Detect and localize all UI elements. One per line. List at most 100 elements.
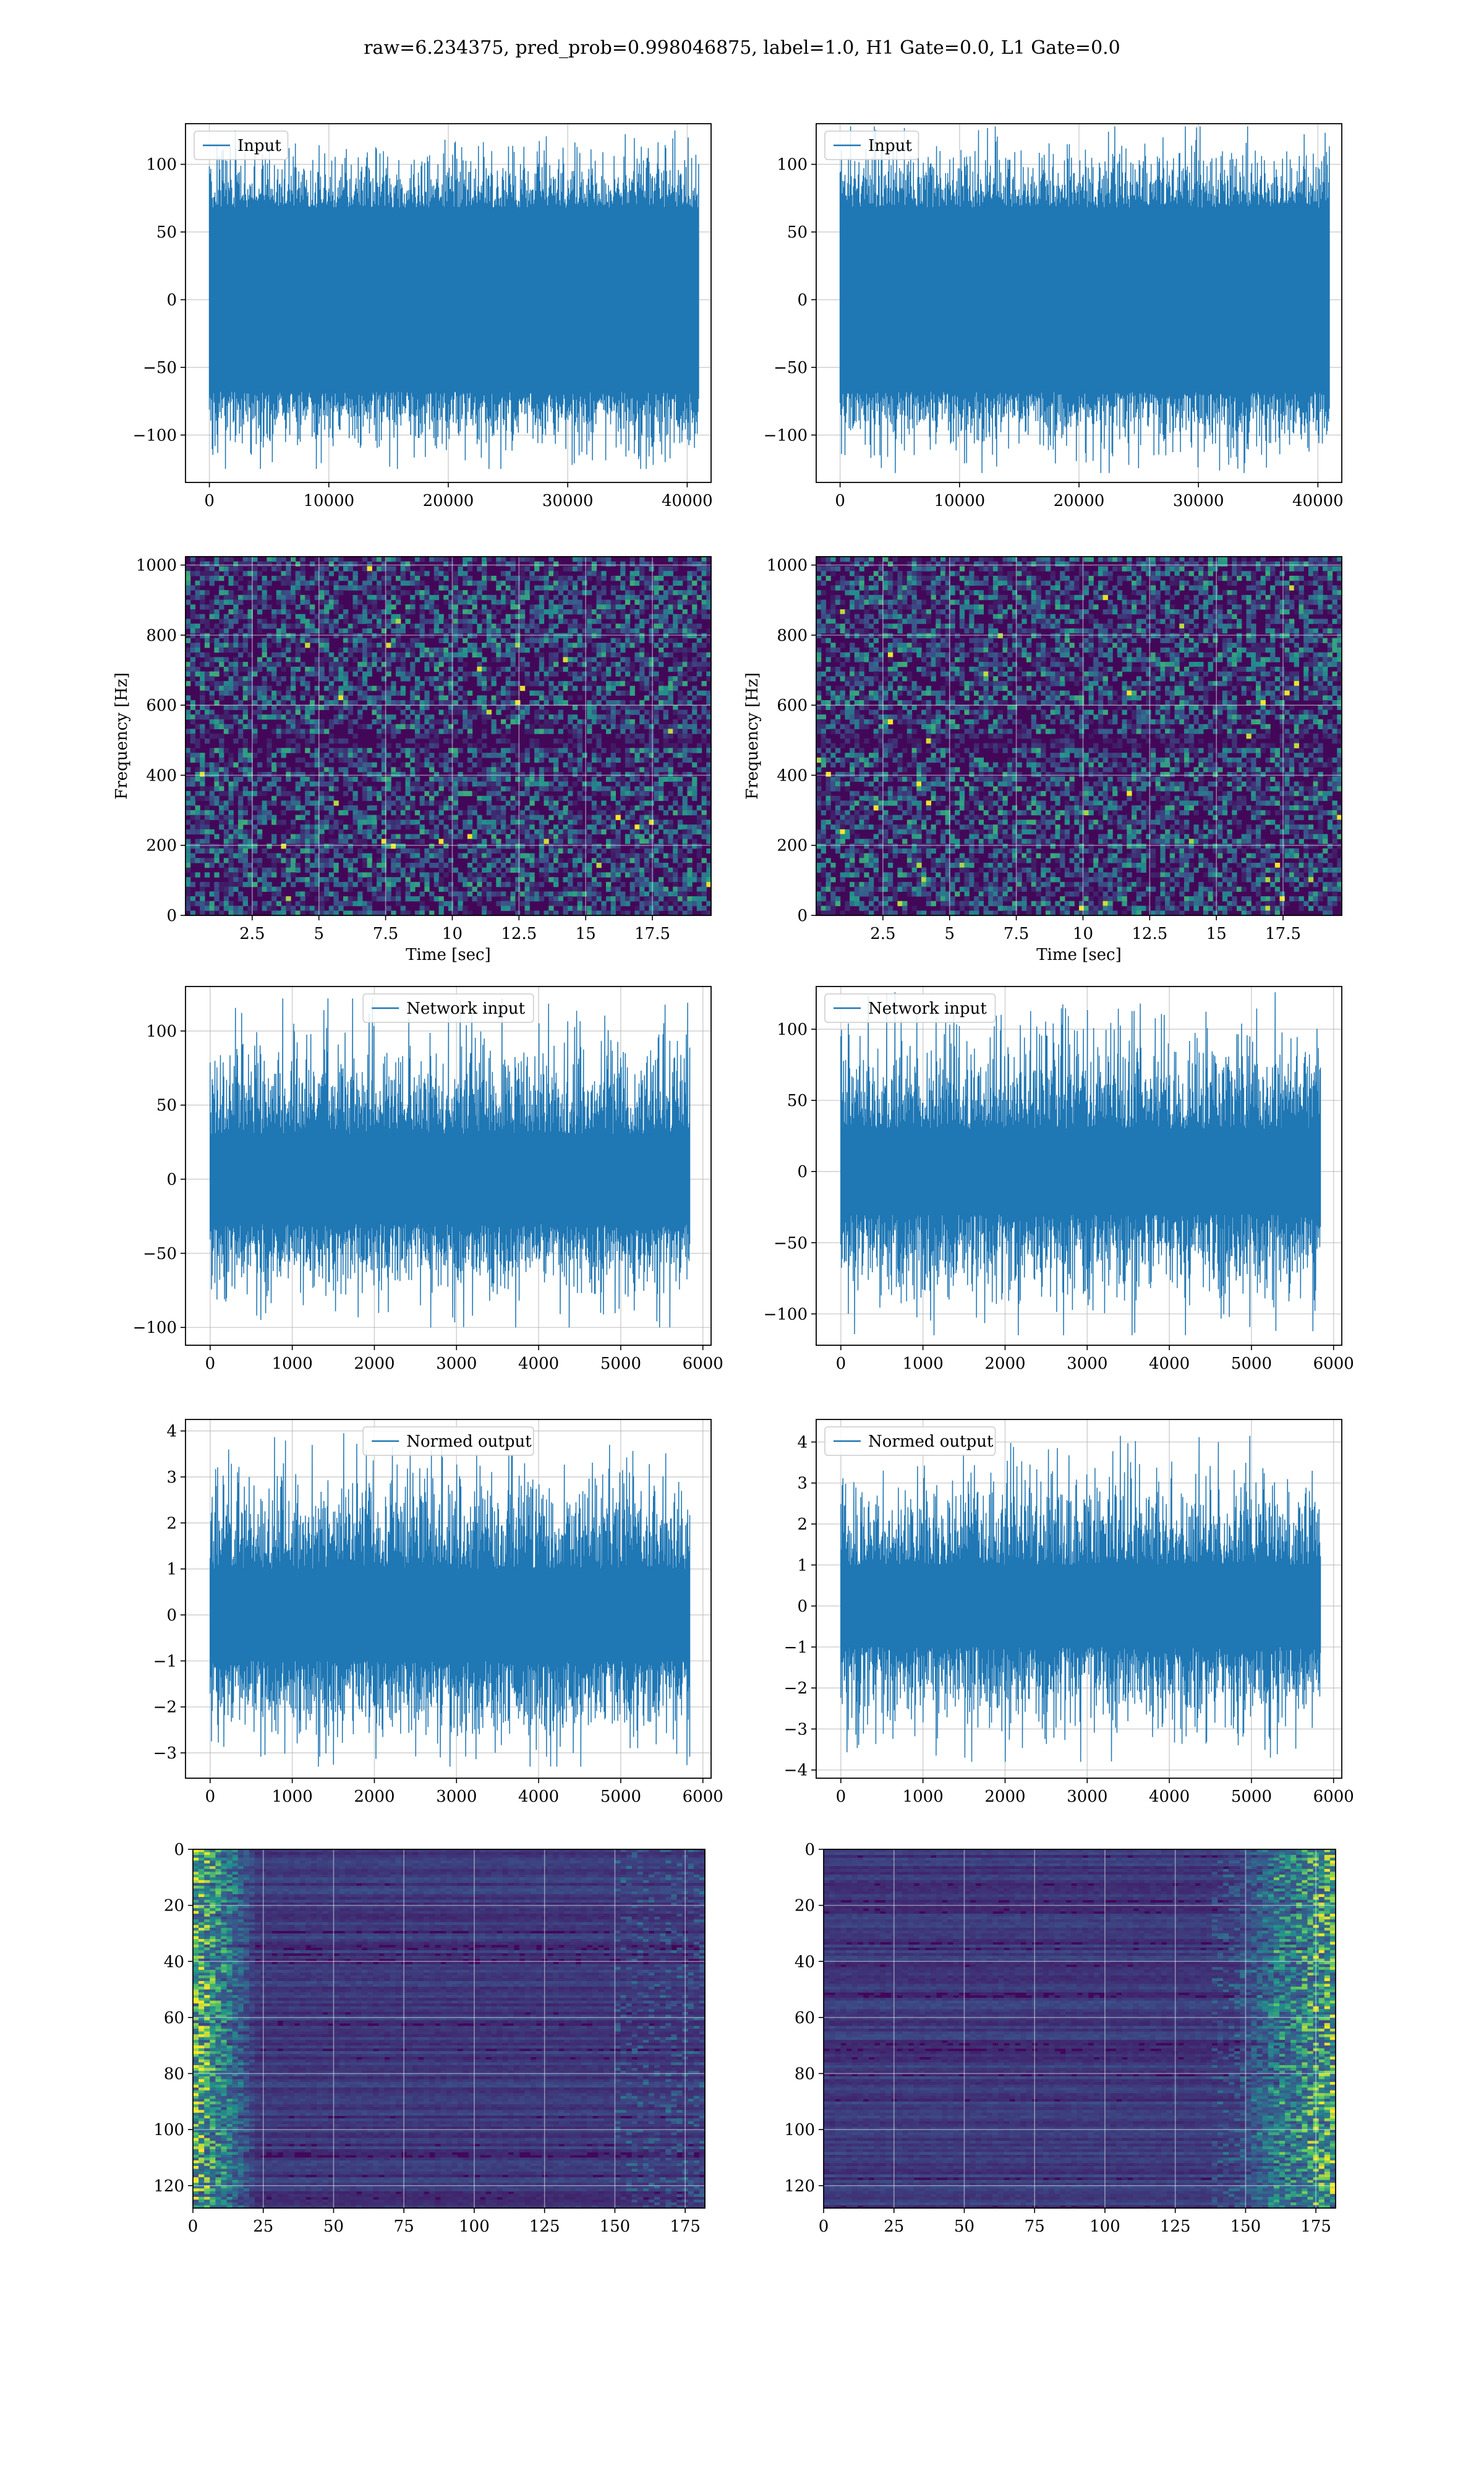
heatmap-cell [276, 567, 281, 571]
heatmap-cell [663, 710, 668, 715]
heatmap-cell [582, 686, 587, 691]
heatmap-cell [702, 571, 707, 576]
heatmap-cell [525, 719, 530, 724]
heatmap-cell [229, 667, 234, 672]
heatmap-cell [482, 562, 487, 567]
heatmap-cell [630, 604, 635, 609]
heatmap-cell [233, 633, 238, 638]
heatmap-cell [687, 600, 692, 605]
heatmap-cell [553, 581, 558, 586]
heatmap-cell [578, 695, 582, 700]
heatmap-cell [506, 648, 511, 653]
heatmap-cell [348, 633, 353, 638]
heatmap-cell [492, 753, 497, 758]
heatmap-cell [630, 581, 635, 586]
heatmap-cell [377, 734, 382, 738]
heatmap-cell [687, 714, 692, 719]
heatmap-cell [573, 676, 578, 681]
heatmap-cell [410, 576, 415, 581]
heatmap-cell [463, 619, 467, 624]
heatmap-cell [511, 714, 516, 719]
heatmap-cell [357, 667, 362, 672]
heatmap-cell [582, 633, 587, 638]
heatmap-cell [252, 686, 257, 691]
heatmap-cell [362, 691, 367, 696]
heatmap-cell [439, 719, 444, 724]
heatmap-cell [482, 585, 487, 590]
heatmap-cell [539, 729, 544, 734]
heatmap-cell [534, 719, 539, 724]
heatmap-cell [406, 567, 411, 571]
heatmap-cell [281, 600, 286, 605]
heatmap-cell [692, 628, 697, 633]
heatmap-cell [558, 581, 563, 586]
heatmap-cell [310, 672, 315, 677]
heatmap-cell [291, 714, 296, 719]
heatmap-cell [644, 686, 649, 691]
heatmap-cell [367, 643, 372, 648]
heatmap-cell [515, 623, 520, 628]
heatmap-cell [329, 738, 334, 743]
heatmap-cell [233, 609, 238, 614]
heatmap-cell [396, 600, 401, 605]
heatmap-cell [606, 643, 611, 648]
heatmap-cell [606, 600, 611, 605]
heatmap-cell [190, 753, 195, 758]
heatmap-cell [195, 653, 200, 657]
heatmap-cell [529, 557, 534, 562]
heatmap-cell [477, 662, 482, 667]
heatmap-cell [219, 657, 224, 662]
heatmap-cell [592, 567, 597, 571]
heatmap-cell [334, 719, 339, 724]
heatmap-cell [634, 753, 639, 758]
heatmap-cell [324, 643, 329, 648]
heatmap-cell [611, 619, 616, 624]
heatmap-cell [262, 600, 267, 605]
heatmap-cell [443, 628, 448, 633]
heatmap-cell [443, 595, 448, 600]
heatmap-cell [271, 691, 276, 696]
heatmap-cell [424, 734, 429, 738]
heatmap-cell [515, 576, 520, 581]
y-tick-label: −100 [764, 426, 808, 445]
heatmap-cell [463, 710, 467, 715]
heatmap-cell [229, 686, 234, 691]
heatmap-cell [348, 753, 353, 758]
heatmap-cell [424, 595, 429, 600]
heatmap-cell [443, 710, 448, 715]
heatmap-cell [525, 648, 530, 653]
heatmap-cell [214, 667, 219, 672]
heatmap-cell [453, 581, 458, 586]
heatmap-cell [534, 710, 539, 715]
heatmap-cell [616, 748, 621, 753]
heatmap-cell [367, 638, 372, 643]
heatmap-cell [501, 753, 506, 758]
heatmap-cell [357, 758, 362, 763]
heatmap-cell [200, 614, 205, 619]
heatmap-cell [668, 724, 673, 729]
heatmap-cell [415, 729, 420, 734]
heatmap-cell [687, 738, 692, 743]
heatmap-cell [525, 590, 530, 595]
heatmap-cell [702, 585, 707, 590]
heatmap-cell [224, 648, 229, 653]
heatmap-cell [439, 648, 444, 653]
heatmap-cell [343, 619, 348, 624]
heatmap-cell [573, 643, 578, 648]
heatmap-cell [520, 648, 525, 653]
heatmap-cell [310, 724, 315, 729]
heatmap-cell [267, 758, 271, 763]
heatmap-cell [573, 595, 578, 600]
heatmap-cell [357, 585, 362, 590]
heatmap-cell [391, 724, 396, 729]
heatmap-cell [310, 585, 315, 590]
heatmap-cell [692, 686, 697, 691]
heatmap-cell [472, 648, 477, 653]
heatmap-cell [396, 743, 401, 748]
heatmap-cell [357, 710, 362, 715]
heatmap-cell [296, 619, 301, 624]
heatmap-cell [357, 619, 362, 624]
heatmap-cell [611, 628, 616, 633]
heatmap-cell [587, 700, 592, 705]
heatmap-cell [420, 604, 425, 609]
